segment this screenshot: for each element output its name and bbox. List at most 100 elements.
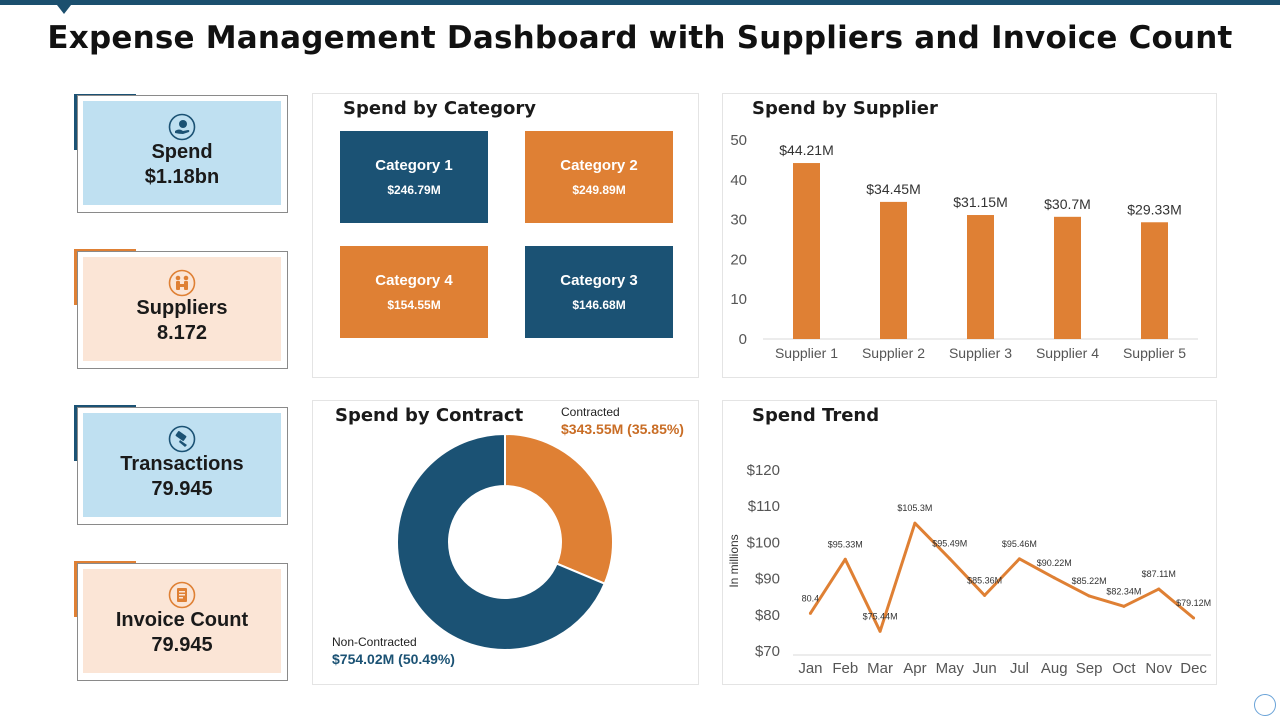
y-tick-label: $70: [755, 643, 780, 660]
trend-point: [948, 557, 952, 561]
donut-slice-non-contracted: [396, 432, 606, 651]
bar-data-label: $31.15M: [953, 194, 1007, 210]
non-contracted-value: $754.02M (50.49%): [332, 651, 455, 667]
card-swipe-icon: [168, 425, 196, 453]
x-tick-label: May: [936, 660, 965, 677]
spend-by-supplier-panel: Spend by Supplier 0 10 20 30 40 50 $44.21M Supp…: [722, 93, 1217, 378]
x-tick-label: Oct: [1112, 660, 1136, 677]
spend-by-category-panel: Spend by Category Category 1 $246.79M Ca…: [312, 93, 699, 378]
category-box: Category 3 $146.68M: [525, 246, 673, 338]
bar-data-label: $29.33M: [1127, 201, 1181, 217]
bar-data-label: $30.7M: [1044, 196, 1091, 212]
trend-point: [983, 593, 987, 597]
category-value: $246.79M: [387, 183, 441, 197]
y-axis-label: In millions: [727, 534, 741, 587]
category-name: Category 2: [560, 157, 638, 174]
category-name: Category 1: [375, 157, 453, 174]
trend-data-label: $82.34M: [1106, 586, 1141, 596]
kpi-label: Spend: [151, 141, 213, 163]
bar-data-label: $34.45M: [866, 181, 920, 197]
spend-trend-line-chart: $70 $80 $90 $100 $110 $120 In millions 80.4 Jan $…: [727, 462, 1211, 677]
contract-donut-chart: [396, 432, 614, 651]
y-tick-label: $120: [747, 462, 780, 479]
y-tick-label: $90: [755, 571, 780, 588]
category-name: Category 3: [560, 272, 638, 289]
supplier-bar-chart: 0 10 20 30 40 50 $44.21M Supplier 1 $34.45M Suppl…: [730, 132, 1198, 361]
x-tick-label: Supplier 4: [1036, 345, 1099, 361]
x-tick-label: Dec: [1180, 660, 1207, 677]
panel-title: Spend by Supplier: [752, 98, 938, 119]
kpi-card-invoice-count: Invoice Count 79.945: [83, 569, 281, 673]
x-tick-label: Supplier 3: [949, 345, 1012, 361]
y-tick-label: $80: [755, 607, 780, 624]
kpi-card-suppliers: Suppliers 8.172: [83, 257, 281, 361]
kpi-value: 8.172: [156, 322, 208, 344]
trend-point: [1157, 587, 1161, 591]
y-tick-label: 10: [730, 291, 747, 308]
trend-data-label: $79.12M: [1176, 598, 1211, 608]
category-value: $154.55M: [387, 298, 441, 312]
kpi-card-spend: Spend $1.18bn: [83, 101, 281, 205]
supplier-bar: [1054, 216, 1081, 339]
x-tick-label: Sep: [1076, 660, 1103, 677]
trend-point: [1122, 604, 1126, 608]
trend-point: [1087, 594, 1091, 598]
supplier-bar: [1141, 222, 1168, 339]
x-tick-label: Mar: [867, 660, 893, 677]
y-tick-label: 0: [739, 331, 747, 348]
panel-title: Spend Trend: [752, 405, 880, 426]
trend-point: [913, 521, 917, 525]
x-tick-label: Jun: [972, 660, 996, 677]
trend-data-label: $85.36M: [967, 575, 1002, 585]
supplier-bar: [793, 163, 820, 339]
x-tick-label: Supplier 2: [862, 345, 925, 361]
kpi-value: $1.18bn: [144, 166, 220, 188]
category-name: Category 4: [375, 272, 453, 289]
spend-by-contract-panel: Spend by Contract Contracted $343.55M (3…: [312, 400, 699, 685]
spend-trend-line: [809, 521, 1195, 633]
x-tick-label: Supplier 1: [775, 345, 838, 361]
category-box: Category 2 $249.89M: [525, 131, 673, 223]
kpi-value: 79.945: [151, 478, 213, 500]
trend-data-label: $85.22M: [1072, 576, 1107, 586]
donut-slice-contracted: [504, 432, 614, 585]
category-box: Category 1 $246.79M: [340, 131, 488, 223]
trend-point: [1052, 576, 1056, 580]
hand-dollar-icon: [168, 113, 196, 141]
x-tick-label: Apr: [903, 660, 926, 677]
y-tick-label: $110: [748, 498, 780, 515]
kpi-label: Invoice Count: [115, 609, 249, 631]
kpi-value: 79.945: [151, 634, 213, 656]
page-title: Expense Management Dashboard with Suppli…: [47, 20, 1233, 56]
trend-data-label: $105.3M: [897, 503, 932, 513]
contracted-label: Contracted: [561, 405, 620, 419]
top-accent-notch: [57, 5, 71, 14]
y-tick-label: 30: [730, 212, 747, 229]
invoice-icon: [168, 581, 196, 609]
trend-point: [1017, 557, 1021, 561]
corner-circle-decoration: [1254, 694, 1276, 716]
panel-title: Spend by Category: [343, 98, 536, 119]
y-tick-label: $100: [747, 534, 780, 551]
x-tick-label: Feb: [832, 660, 858, 677]
category-value: $146.68M: [572, 298, 626, 312]
trend-point: [808, 611, 812, 615]
panel-title: Spend by Contract: [335, 405, 524, 426]
x-tick-label: Supplier 5: [1123, 345, 1186, 361]
supplier-people-icon: [168, 269, 196, 297]
category-box: Category 4 $154.55M: [340, 246, 488, 338]
bar-data-label: $44.21M: [779, 142, 833, 158]
x-tick-label: Jul: [1010, 660, 1029, 677]
contracted-value: $343.55M (35.85%): [561, 421, 684, 437]
trend-data-label: $87.11M: [1142, 569, 1176, 579]
category-value: $249.89M: [572, 183, 626, 197]
trend-data-label: 80.4: [802, 593, 820, 603]
trend-data-label: $95.49M: [932, 539, 967, 549]
y-tick-label: 50: [730, 132, 747, 149]
y-tick-label: 40: [730, 172, 747, 189]
trend-point: [843, 557, 847, 561]
supplier-bar: [880, 201, 907, 339]
kpi-card-transactions: Transactions 79.945: [83, 413, 281, 517]
top-accent-bar: [0, 0, 1280, 5]
y-tick-label: 20: [730, 251, 747, 268]
